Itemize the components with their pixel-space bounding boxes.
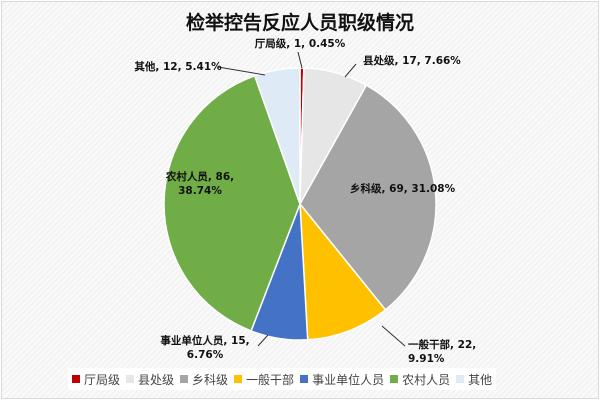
leader-line (217, 66, 266, 76)
legend-item: 厅局级 (72, 371, 120, 388)
legend-label: 事业单位人员 (312, 372, 385, 387)
legend-swatch (456, 375, 465, 383)
legend-item: 事业单位人员 (300, 371, 384, 388)
leader-line (297, 51, 303, 69)
pie-slice-3 (299, 201, 387, 341)
legend-item: 其他 (456, 371, 492, 388)
legend-swatch (234, 375, 243, 383)
data-label: 厅局级, 1, 0.45% (255, 37, 346, 50)
data-label: 乡科级, 69, 31.08% (350, 182, 456, 195)
pie-slice-2 (299, 84, 437, 311)
legend-label: 乡科级 (192, 372, 229, 387)
legend-swatch (72, 375, 80, 383)
leader-line (381, 325, 406, 347)
legend-swatch (390, 375, 399, 383)
legend-label: 一般干部 (246, 372, 295, 387)
data-label: 事业单位人员, 15, 6.76% (160, 334, 249, 361)
leader-line (344, 63, 357, 78)
legend-item: 一般干部 (234, 371, 294, 388)
data-label: 农村人员, 86, 38.74% (165, 170, 234, 197)
legend: 厅局级 县处级 乡科级 一般干部 事业单位人员 农村人员 其他 (68, 368, 497, 390)
legend-swatch (180, 375, 189, 383)
leader-line (257, 334, 269, 347)
pie-slice-5 (163, 74, 301, 332)
chart-title: 检举控告反应人员职级情况 (185, 12, 414, 34)
legend-swatch (126, 375, 135, 383)
legend-swatch (300, 375, 309, 383)
legend-item: 农村人员 (390, 371, 450, 388)
data-label: 一般干部, 22, 9.91% (408, 338, 476, 365)
legend-label: 厅局级 (84, 372, 121, 387)
data-label: 县处级, 17, 7.66% (363, 54, 461, 67)
legend-item: 乡科级 (180, 371, 228, 388)
legend-label: 农村人员 (402, 372, 451, 387)
legend-item: 县处级 (126, 371, 174, 388)
data-label: 其他, 12, 5.41% (134, 60, 222, 73)
pie-slice-6 (253, 67, 301, 205)
legend-label: 县处级 (138, 372, 175, 387)
legend-label: 其他 (468, 372, 493, 387)
